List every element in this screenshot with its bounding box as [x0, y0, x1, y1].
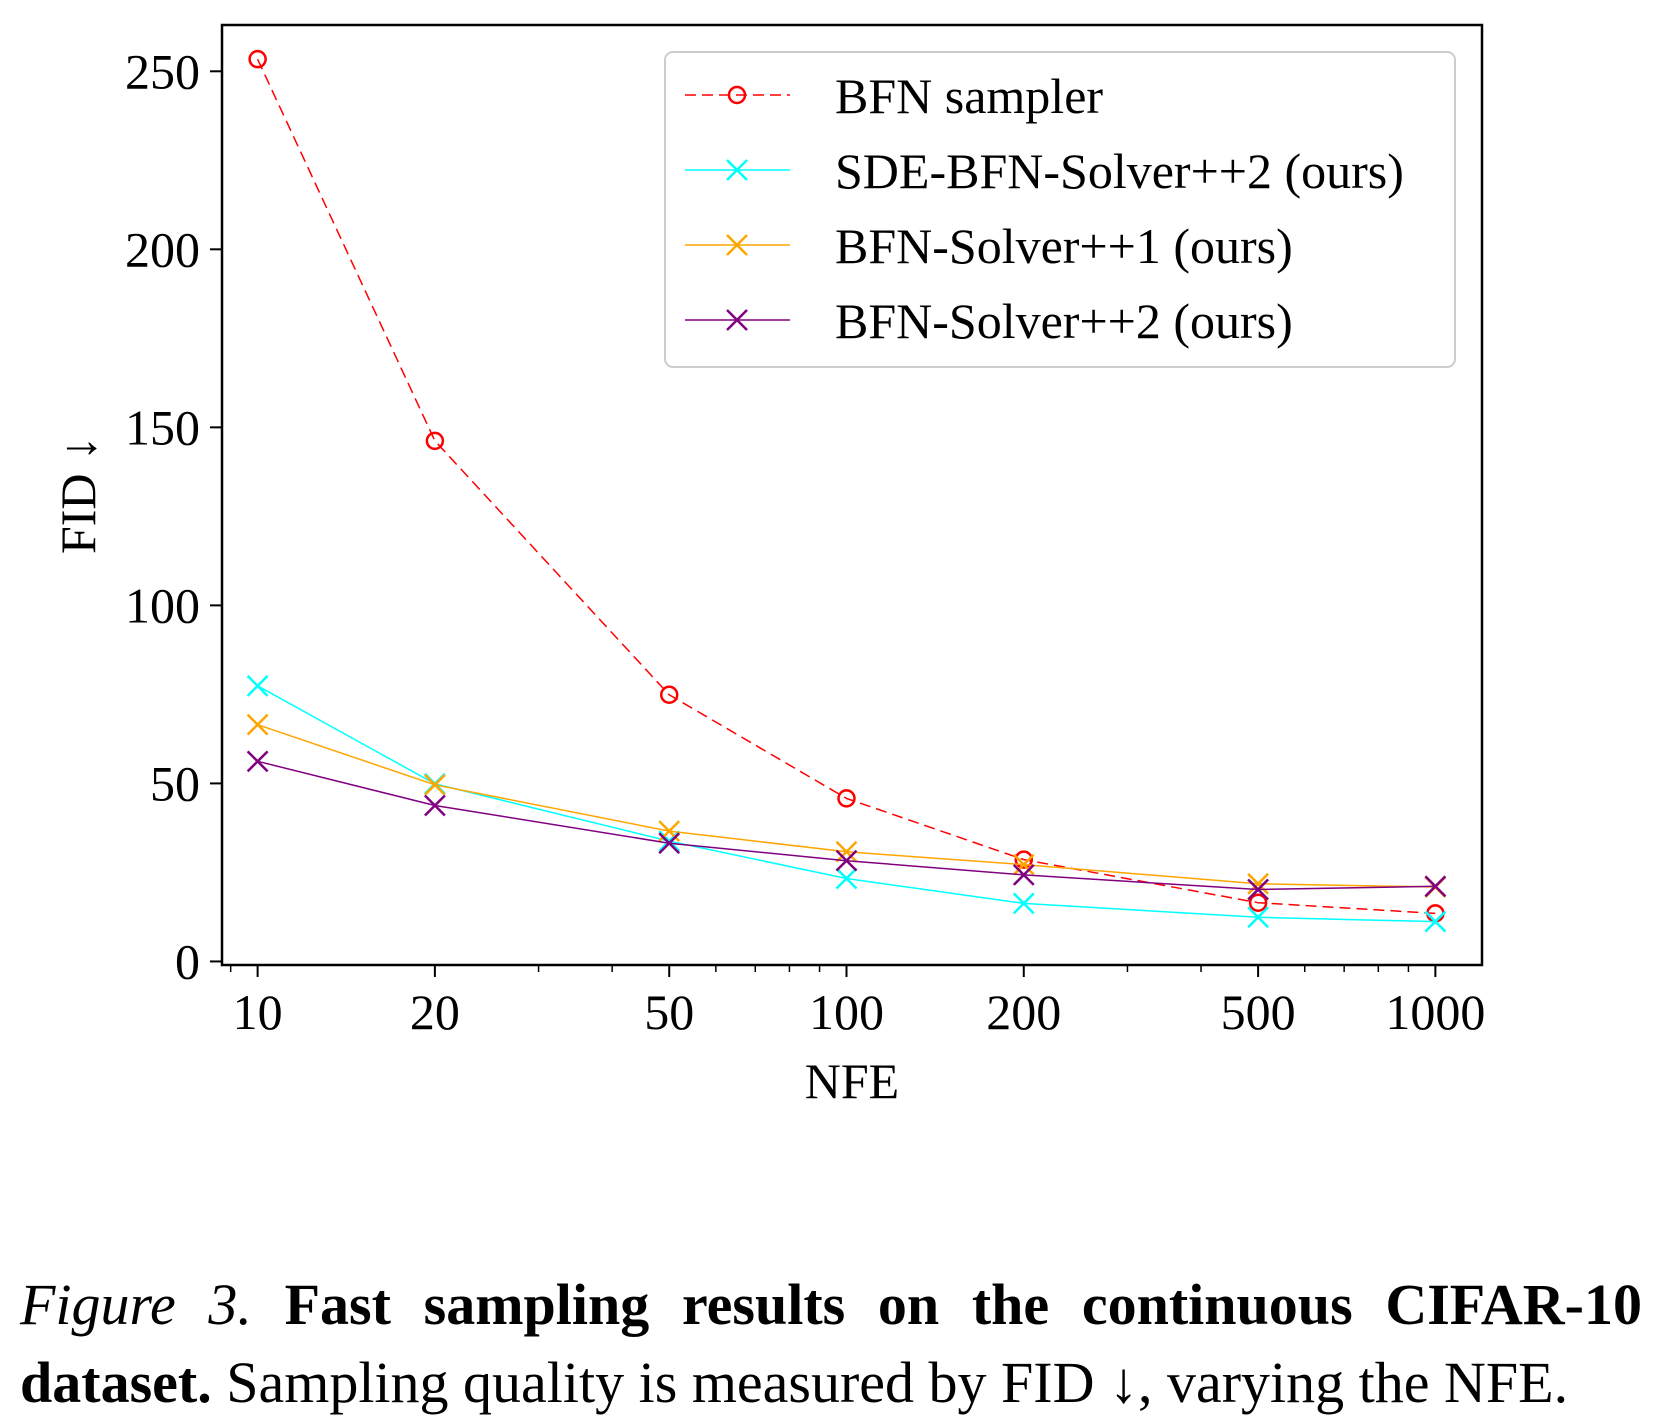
marker-stroke: [726, 159, 748, 181]
series-bfn-solver-2-ours: [246, 750, 1447, 901]
data-point: [1012, 853, 1035, 876]
legend-entry: BFN-Solver++1 (ours): [685, 218, 1293, 274]
y-tick-label: 200: [125, 221, 200, 277]
marker-stroke: [424, 794, 446, 817]
y-tick-label: 250: [125, 43, 200, 99]
data-point: [246, 713, 269, 736]
data-point: [1247, 878, 1269, 901]
data-point: [1012, 864, 1035, 886]
x-tick-label: 500: [1221, 984, 1296, 1040]
caption-text: Sampling quality is measured by FID ↓, v…: [226, 1350, 1569, 1415]
x-tick-label: 100: [809, 984, 884, 1040]
x-axis-label: NFE: [805, 1053, 899, 1109]
data-point: [425, 431, 445, 451]
legend-label: BFN sampler: [835, 68, 1103, 124]
marker-stroke: [1247, 878, 1269, 901]
legend-marker: [726, 234, 748, 256]
data-point: [246, 750, 269, 773]
legend-marker: [726, 159, 748, 181]
x-tick-label: 20: [410, 984, 460, 1040]
data-point: [1424, 875, 1447, 898]
x-tick-label: 50: [644, 984, 694, 1040]
x-tick-label: 10: [233, 984, 283, 1040]
fid-vs-nfe-chart: 10 20 50 100 200 500 1000 0 50 100 150 200 250 NFE FID…: [50, 23, 1485, 1109]
marker-stroke: [246, 713, 269, 736]
data-point: [1012, 892, 1035, 915]
y-tick-label: 100: [125, 577, 200, 633]
axes: 10 20 50 100 200 500 1000 0 50 100 150 200 250 NFE FID…: [50, 23, 1485, 1109]
series-line: [256, 58, 1436, 915]
marker-stroke: [1012, 864, 1035, 886]
marker-stroke: [726, 309, 748, 331]
data-point: [1247, 906, 1269, 929]
marker-stroke: [835, 867, 858, 890]
data-point: [424, 773, 446, 796]
y-tick-label: 50: [150, 755, 200, 811]
legend-marker: [727, 85, 747, 105]
legend-label: SDE-BFN-Solver++2 (ours): [835, 143, 1404, 199]
caption-bold-text: Fast sampling results on the continuous …: [20, 1272, 1642, 1415]
marker-stroke: [246, 750, 269, 773]
data-point: [835, 867, 858, 890]
marker-stroke: [1247, 906, 1269, 929]
data-point: [835, 849, 858, 872]
data-point: [1248, 893, 1268, 912]
plot-frame: [220, 23, 1484, 967]
data-point: [1247, 872, 1269, 895]
series-bfn-sampler: [248, 49, 1445, 923]
marker-stroke: [835, 840, 858, 863]
data-point: [837, 789, 856, 808]
figure-caption: Figure 3. Fast sampling results on the c…: [20, 1266, 1642, 1422]
y-tick-label: 150: [125, 399, 200, 455]
marker-stroke: [1424, 910, 1447, 933]
marker-stroke: [424, 773, 446, 796]
data-point: [1014, 850, 1034, 869]
marker-stroke: [835, 849, 858, 872]
data-point: [658, 820, 681, 843]
y-axis-label: FID ↓: [50, 436, 106, 554]
marker-stroke: [1012, 853, 1035, 876]
data-point: [835, 840, 858, 863]
data-point: [658, 830, 681, 852]
legend-entry: BFN sampler: [685, 68, 1103, 124]
legend-marker: [726, 309, 748, 331]
legend-entry: SDE-BFN-Solver++2 (ours): [685, 143, 1404, 199]
marker-stroke: [246, 674, 269, 697]
data-point: [424, 794, 446, 817]
marker-stroke: [1424, 875, 1447, 898]
data-point: [246, 674, 269, 697]
data-point: [659, 685, 679, 704]
marker-stroke: [726, 234, 748, 256]
legend-label: BFN-Solver++1 (ours): [835, 218, 1293, 274]
y-tick-label: 0: [175, 933, 200, 989]
caption-figure-label: Figure 3.: [20, 1272, 252, 1337]
x-tick-label: 200: [986, 984, 1061, 1040]
data-point: [658, 832, 681, 855]
marker-stroke: [658, 832, 681, 855]
legend: BFN sampler SDE-BFN-Solver++2 (ours) BFN-S…: [664, 51, 1456, 368]
x-tick-label: 1000: [1385, 984, 1485, 1040]
data-point: [248, 49, 267, 69]
legend-box: [664, 51, 1456, 368]
marker-stroke: [1012, 892, 1035, 915]
series-lines: [246, 49, 1447, 933]
legend-entry: BFN-Solver++2 (ours): [685, 293, 1293, 349]
marker-stroke: [658, 830, 681, 852]
data-point: [1424, 910, 1447, 933]
series-line: [257, 760, 1436, 891]
legend-label: BFN-Solver++2 (ours): [835, 293, 1293, 349]
marker-stroke: [1247, 872, 1269, 895]
